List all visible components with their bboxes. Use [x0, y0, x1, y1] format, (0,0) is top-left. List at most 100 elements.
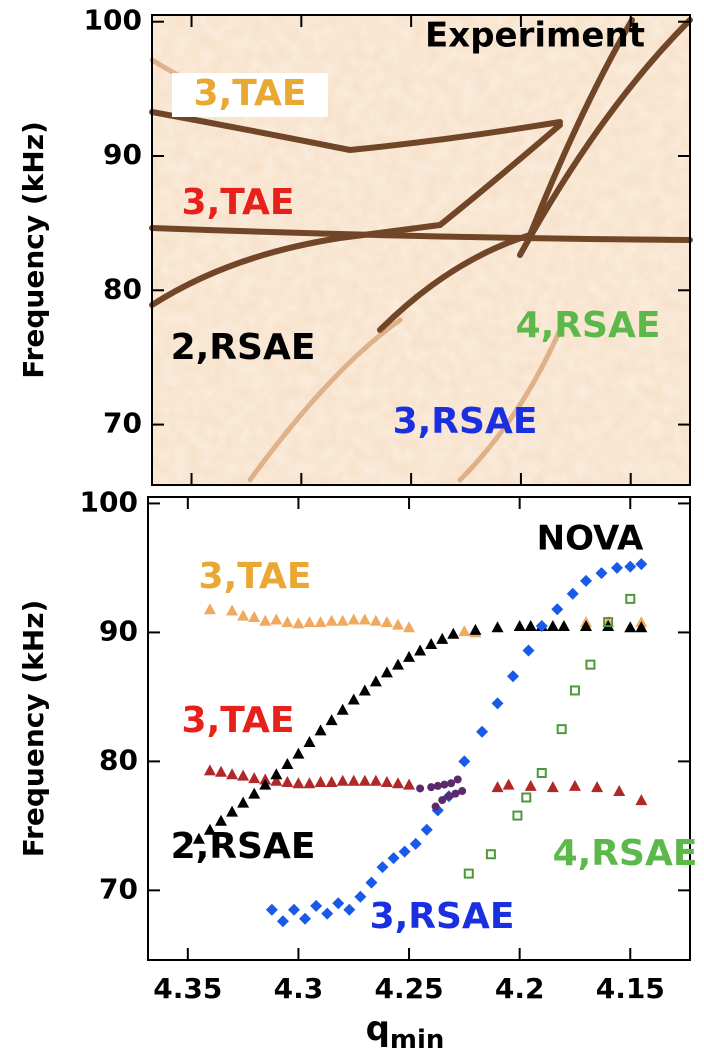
y-axis-label: Frequency (kHz)	[17, 600, 50, 858]
point	[556, 724, 567, 735]
point	[463, 868, 474, 879]
point	[414, 644, 427, 656]
point	[469, 623, 482, 635]
point	[403, 778, 416, 790]
x-tick-label: 4.15	[596, 972, 665, 1005]
point	[398, 845, 411, 858]
point	[595, 567, 608, 580]
point	[292, 617, 305, 629]
point	[336, 614, 349, 626]
point	[226, 768, 239, 780]
point	[358, 613, 371, 625]
point	[292, 777, 305, 789]
y-tick-label: 90	[103, 138, 142, 171]
point	[513, 619, 526, 631]
mode-label: 3,TAE	[182, 182, 295, 223]
point	[325, 776, 338, 788]
point	[237, 609, 250, 621]
point	[521, 792, 532, 803]
point	[336, 774, 349, 786]
point	[610, 561, 623, 574]
y-tick-label: 100	[84, 4, 142, 37]
point	[512, 810, 523, 821]
point	[310, 899, 323, 912]
point	[433, 781, 442, 790]
point	[215, 765, 228, 777]
point	[387, 852, 400, 865]
point	[347, 613, 360, 625]
x-tick-label: 4.3	[274, 972, 324, 1005]
point	[314, 776, 327, 788]
point	[557, 619, 570, 631]
point	[276, 915, 289, 928]
x-tick-label: 4.2	[495, 972, 545, 1005]
point	[420, 823, 433, 836]
point	[580, 619, 593, 631]
point	[376, 861, 389, 874]
y-tick-label: 80	[103, 272, 142, 305]
point	[347, 693, 360, 705]
point	[347, 774, 360, 786]
y-axis-label: Frequency (kHz)	[17, 121, 50, 379]
point	[491, 781, 504, 793]
point	[336, 703, 349, 715]
chart-title: NOVA	[537, 519, 644, 559]
point	[358, 684, 371, 696]
point	[440, 780, 449, 789]
y-tick-label: 100	[80, 485, 138, 518]
point	[624, 621, 637, 633]
point	[451, 789, 460, 798]
point	[458, 755, 471, 768]
point	[192, 832, 205, 844]
point	[325, 714, 338, 726]
plot-frame	[147, 496, 691, 961]
point	[438, 796, 447, 805]
point	[226, 604, 239, 616]
point	[546, 619, 559, 631]
point	[403, 621, 416, 633]
point	[569, 685, 580, 696]
point	[453, 775, 462, 784]
point	[237, 769, 250, 781]
point	[502, 778, 515, 790]
point	[380, 666, 393, 678]
point	[292, 747, 305, 759]
point	[270, 613, 283, 625]
point	[281, 776, 294, 788]
point	[551, 603, 564, 616]
point	[332, 897, 345, 910]
point	[303, 736, 316, 748]
y-tick-label: 90	[99, 614, 138, 647]
mode-label: 3,TAE	[182, 700, 295, 741]
point	[265, 903, 278, 916]
point	[303, 616, 316, 628]
point	[635, 558, 648, 571]
point	[546, 781, 559, 793]
point	[354, 890, 367, 903]
mode-label: 3,RSAE	[370, 896, 515, 937]
mode-label: 3,TAE	[194, 73, 307, 114]
point	[391, 658, 404, 670]
point	[358, 774, 371, 786]
x-tick-label: 4.25	[374, 972, 443, 1005]
point	[427, 783, 436, 792]
point	[591, 781, 604, 793]
point	[248, 610, 261, 622]
point	[409, 837, 422, 850]
point	[391, 618, 404, 630]
mode-label: 4,RSAE	[553, 833, 698, 874]
point	[203, 603, 216, 615]
y-tick-label: 80	[99, 743, 138, 776]
point	[524, 779, 537, 791]
point	[458, 625, 471, 637]
point	[522, 644, 535, 657]
point	[248, 772, 261, 784]
x-axis-label-sub: min	[390, 1025, 445, 1055]
point	[270, 774, 283, 786]
point	[391, 777, 404, 789]
point	[203, 823, 216, 835]
point	[436, 632, 449, 644]
point	[524, 619, 537, 631]
point	[365, 876, 378, 889]
